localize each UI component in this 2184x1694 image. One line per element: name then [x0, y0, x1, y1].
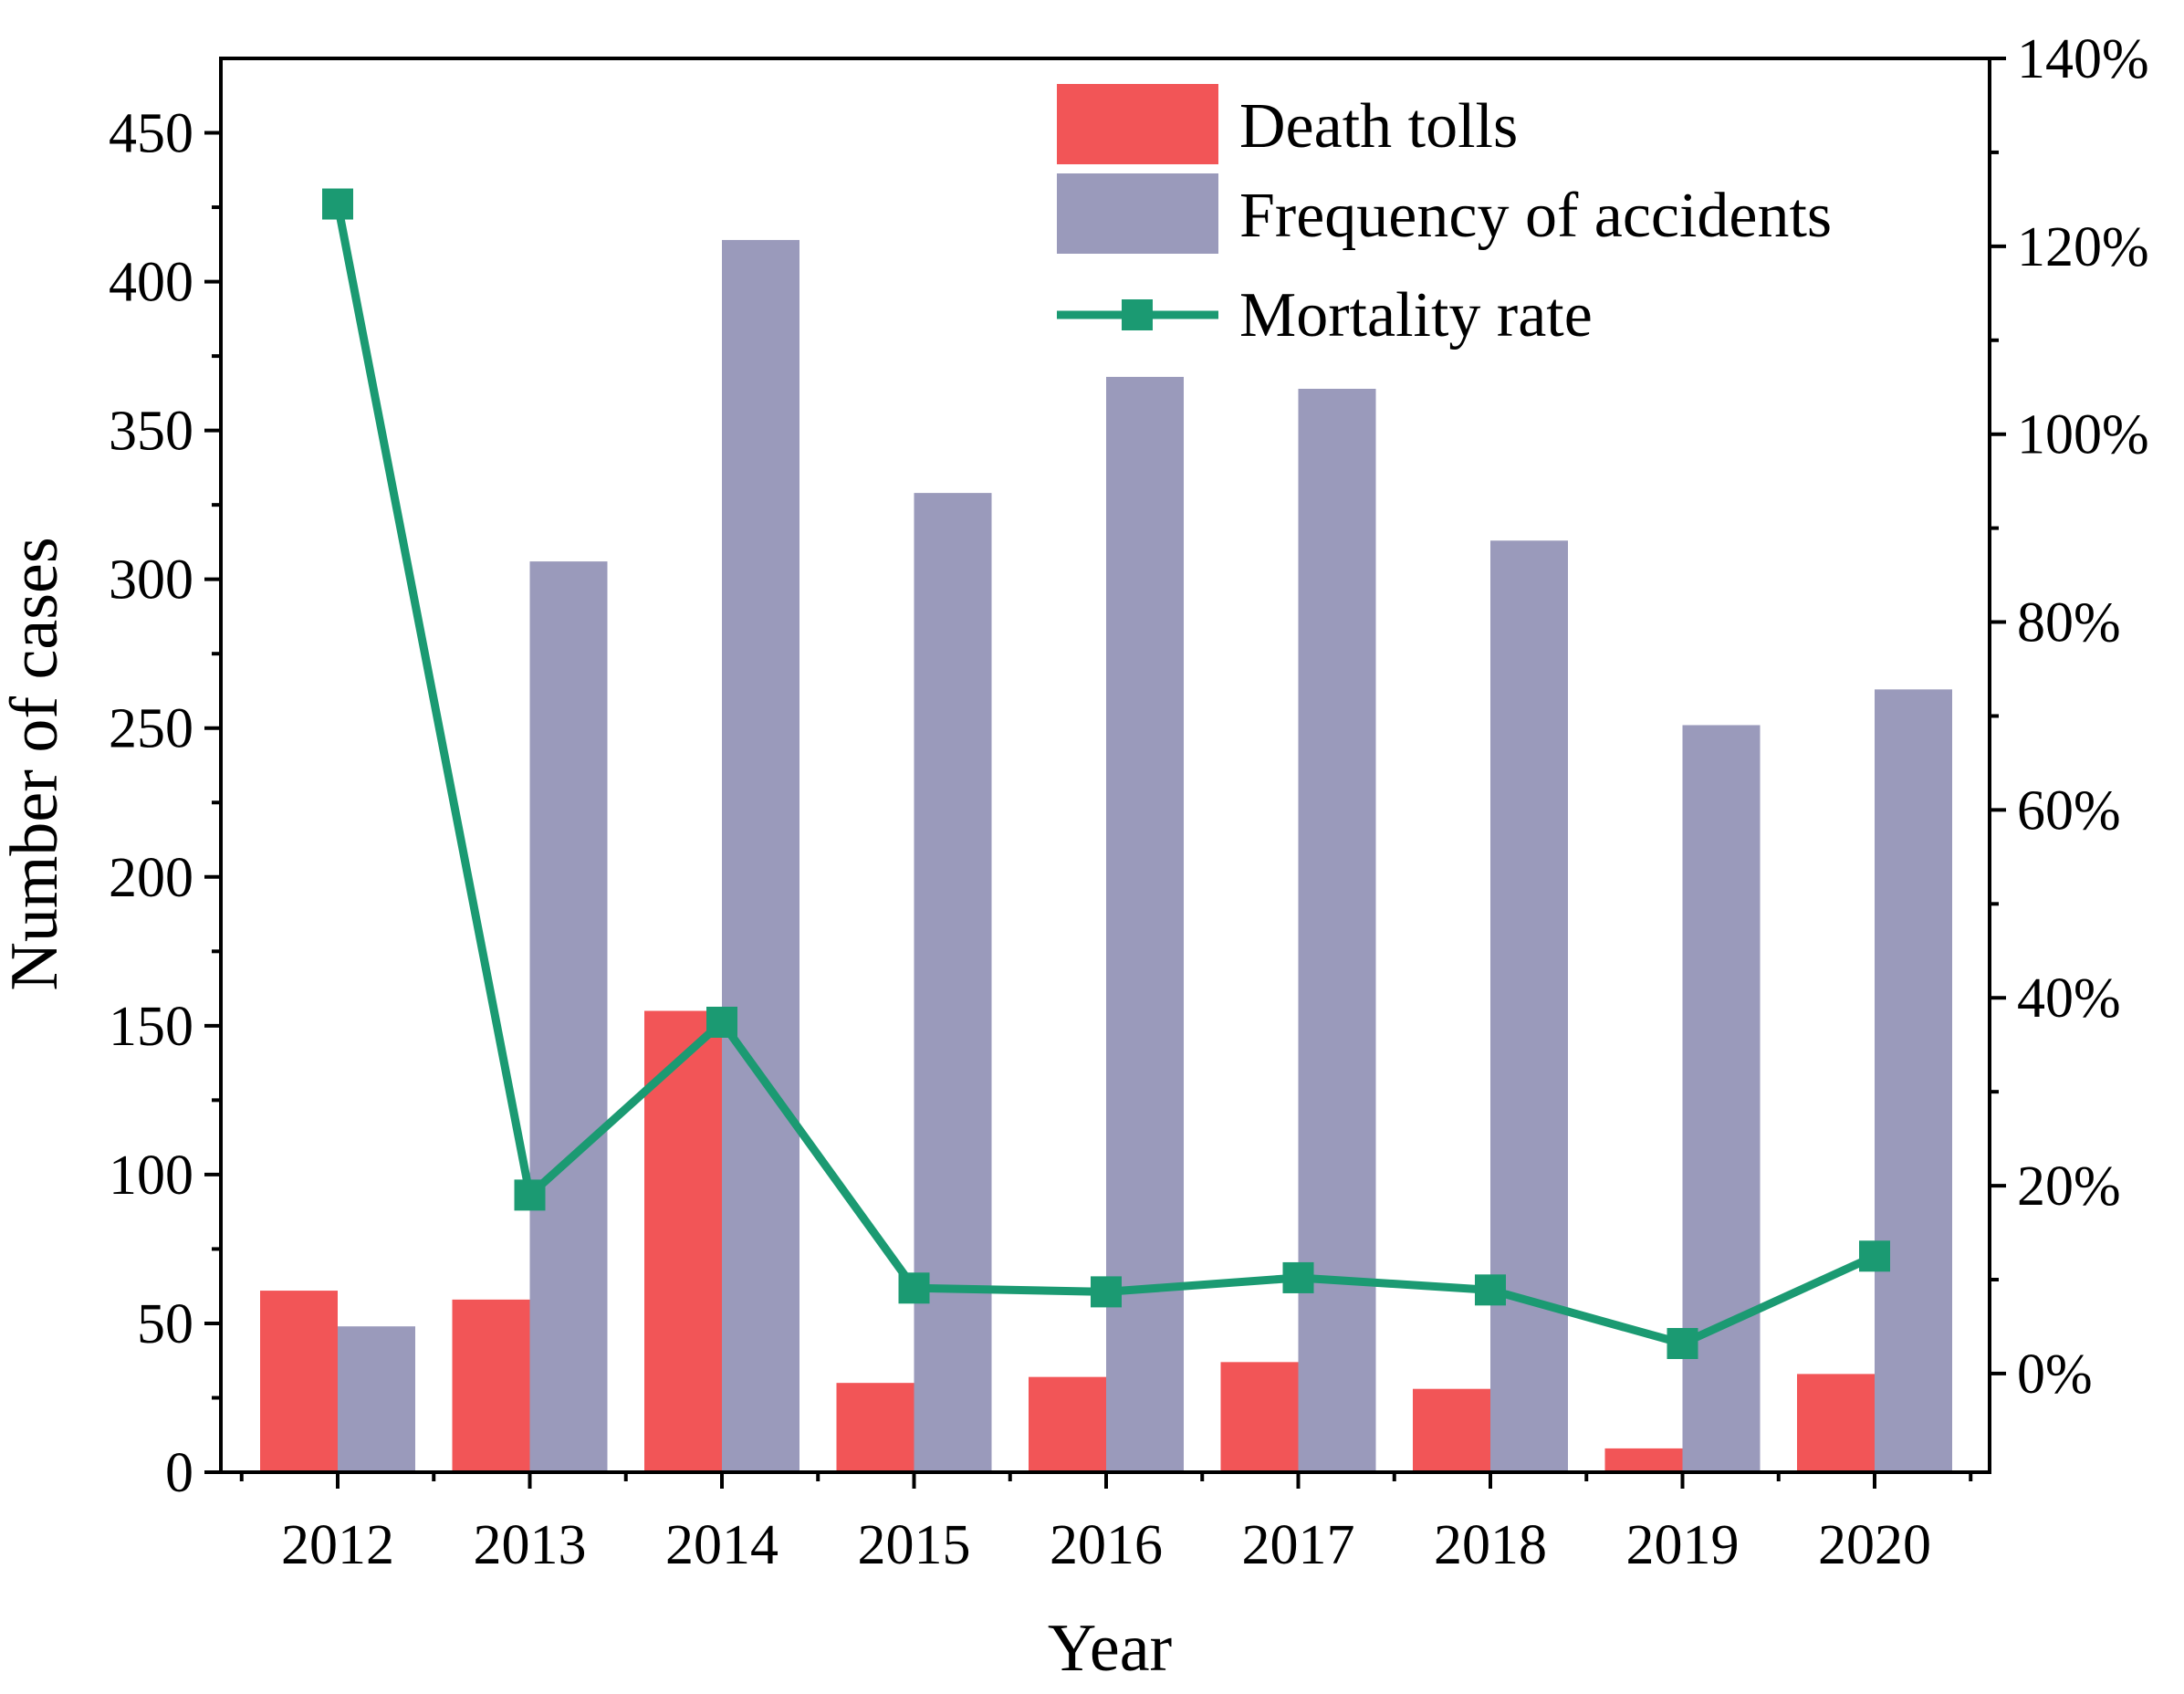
y-tick-label: 300 [109, 549, 193, 612]
x-axis-title: Year [1048, 1611, 1172, 1686]
marker-mortality-rate-2012 [322, 188, 353, 220]
bar-death-tolls-2017 [1220, 1362, 1299, 1472]
marker-mortality-rate-2015 [898, 1272, 930, 1304]
y2-tick-label: 80% [2017, 592, 2121, 654]
marker-mortality-rate-2020 [1859, 1240, 1890, 1272]
bar-frequency-of-accidents-2020 [1875, 689, 1952, 1472]
y2-tick-label: 20% [2017, 1155, 2121, 1218]
bar-frequency-of-accidents-2017 [1298, 388, 1376, 1473]
x-tick-label: 2019 [1626, 1514, 1740, 1576]
legend-label-death-tolls: Death tolls [1239, 91, 1518, 162]
y2-tick-label: 140% [2017, 28, 2149, 90]
marker-mortality-rate-2014 [706, 1006, 737, 1038]
y-tick-label: 50 [137, 1293, 193, 1355]
y2-tick-label: 100% [2017, 404, 2149, 466]
y2-tick-label: 120% [2017, 216, 2149, 278]
axes-layer: 0 50 100 150 200 250 300 350 400 450 0% 20% 40% 60% 80… [109, 28, 2149, 1576]
y-axis-title: Number of cases [0, 537, 72, 990]
y2-tick-label: 0% [2017, 1344, 2093, 1406]
marker-mortality-rate-2018 [1475, 1274, 1506, 1306]
y-tick-label: 250 [109, 698, 193, 760]
bar-death-tolls-2016 [1029, 1376, 1106, 1472]
bar-frequency-of-accidents-2016 [1106, 376, 1184, 1472]
x-tick-label: 2018 [1434, 1514, 1547, 1576]
legend-label-frequency-of-accidents: Frequency of accidents [1239, 181, 1832, 251]
line-layer [322, 188, 1890, 1359]
marker-mortality-rate-2016 [1091, 1276, 1122, 1308]
bar-death-tolls-2012 [260, 1291, 338, 1472]
y-tick-label: 150 [109, 996, 193, 1058]
legend-marker-mortality-rate [1122, 299, 1153, 330]
legend-label-mortality-rate: Mortality rate [1239, 280, 1593, 350]
legend-swatch-death-tolls [1057, 84, 1218, 164]
bar-frequency-of-accidents-2014 [722, 239, 799, 1473]
y-tick-label: 200 [109, 847, 193, 909]
legend: Death tolls Frequency of accidents Morta… [1057, 84, 1832, 350]
bar-death-tolls-2020 [1797, 1374, 1875, 1472]
x-tick-label: 2014 [665, 1514, 779, 1576]
bar-death-tolls-2014 [644, 1010, 722, 1472]
y-tick-label: 0 [165, 1442, 193, 1504]
marker-mortality-rate-2013 [514, 1179, 546, 1211]
x-tick-label: 2013 [474, 1514, 587, 1576]
y2-tick-label: 60% [2017, 779, 2121, 842]
y-tick-label: 450 [109, 103, 193, 165]
bar-frequency-of-accidents-2013 [529, 561, 608, 1472]
y2-tick-label: 40% [2017, 967, 2121, 1030]
x-tick-label: 2020 [1818, 1514, 1931, 1576]
x-tick-label: 2017 [1242, 1514, 1355, 1576]
legend-swatch-frequency-of-accidents [1057, 173, 1218, 254]
marker-mortality-rate-2019 [1667, 1327, 1698, 1359]
y-tick-label: 100 [109, 1145, 193, 1207]
x-tick-label: 2012 [281, 1514, 394, 1576]
marker-mortality-rate-2017 [1282, 1261, 1314, 1293]
x-tick-label: 2016 [1050, 1514, 1163, 1576]
bar-death-tolls-2015 [836, 1383, 914, 1472]
bar-frequency-of-accidents-2018 [1490, 540, 1568, 1472]
bar-frequency-of-accidents-2012 [338, 1326, 415, 1472]
bar-death-tolls-2013 [452, 1299, 530, 1472]
bar-death-tolls-2018 [1413, 1388, 1490, 1472]
bar-death-tolls-2019 [1604, 1448, 1683, 1472]
y-tick-label: 400 [109, 252, 193, 314]
bar-frequency-of-accidents-2019 [1682, 725, 1761, 1472]
bar-frequency-of-accidents-2015 [914, 493, 992, 1472]
x-tick-label: 2015 [858, 1514, 971, 1576]
y-tick-label: 350 [109, 401, 193, 463]
